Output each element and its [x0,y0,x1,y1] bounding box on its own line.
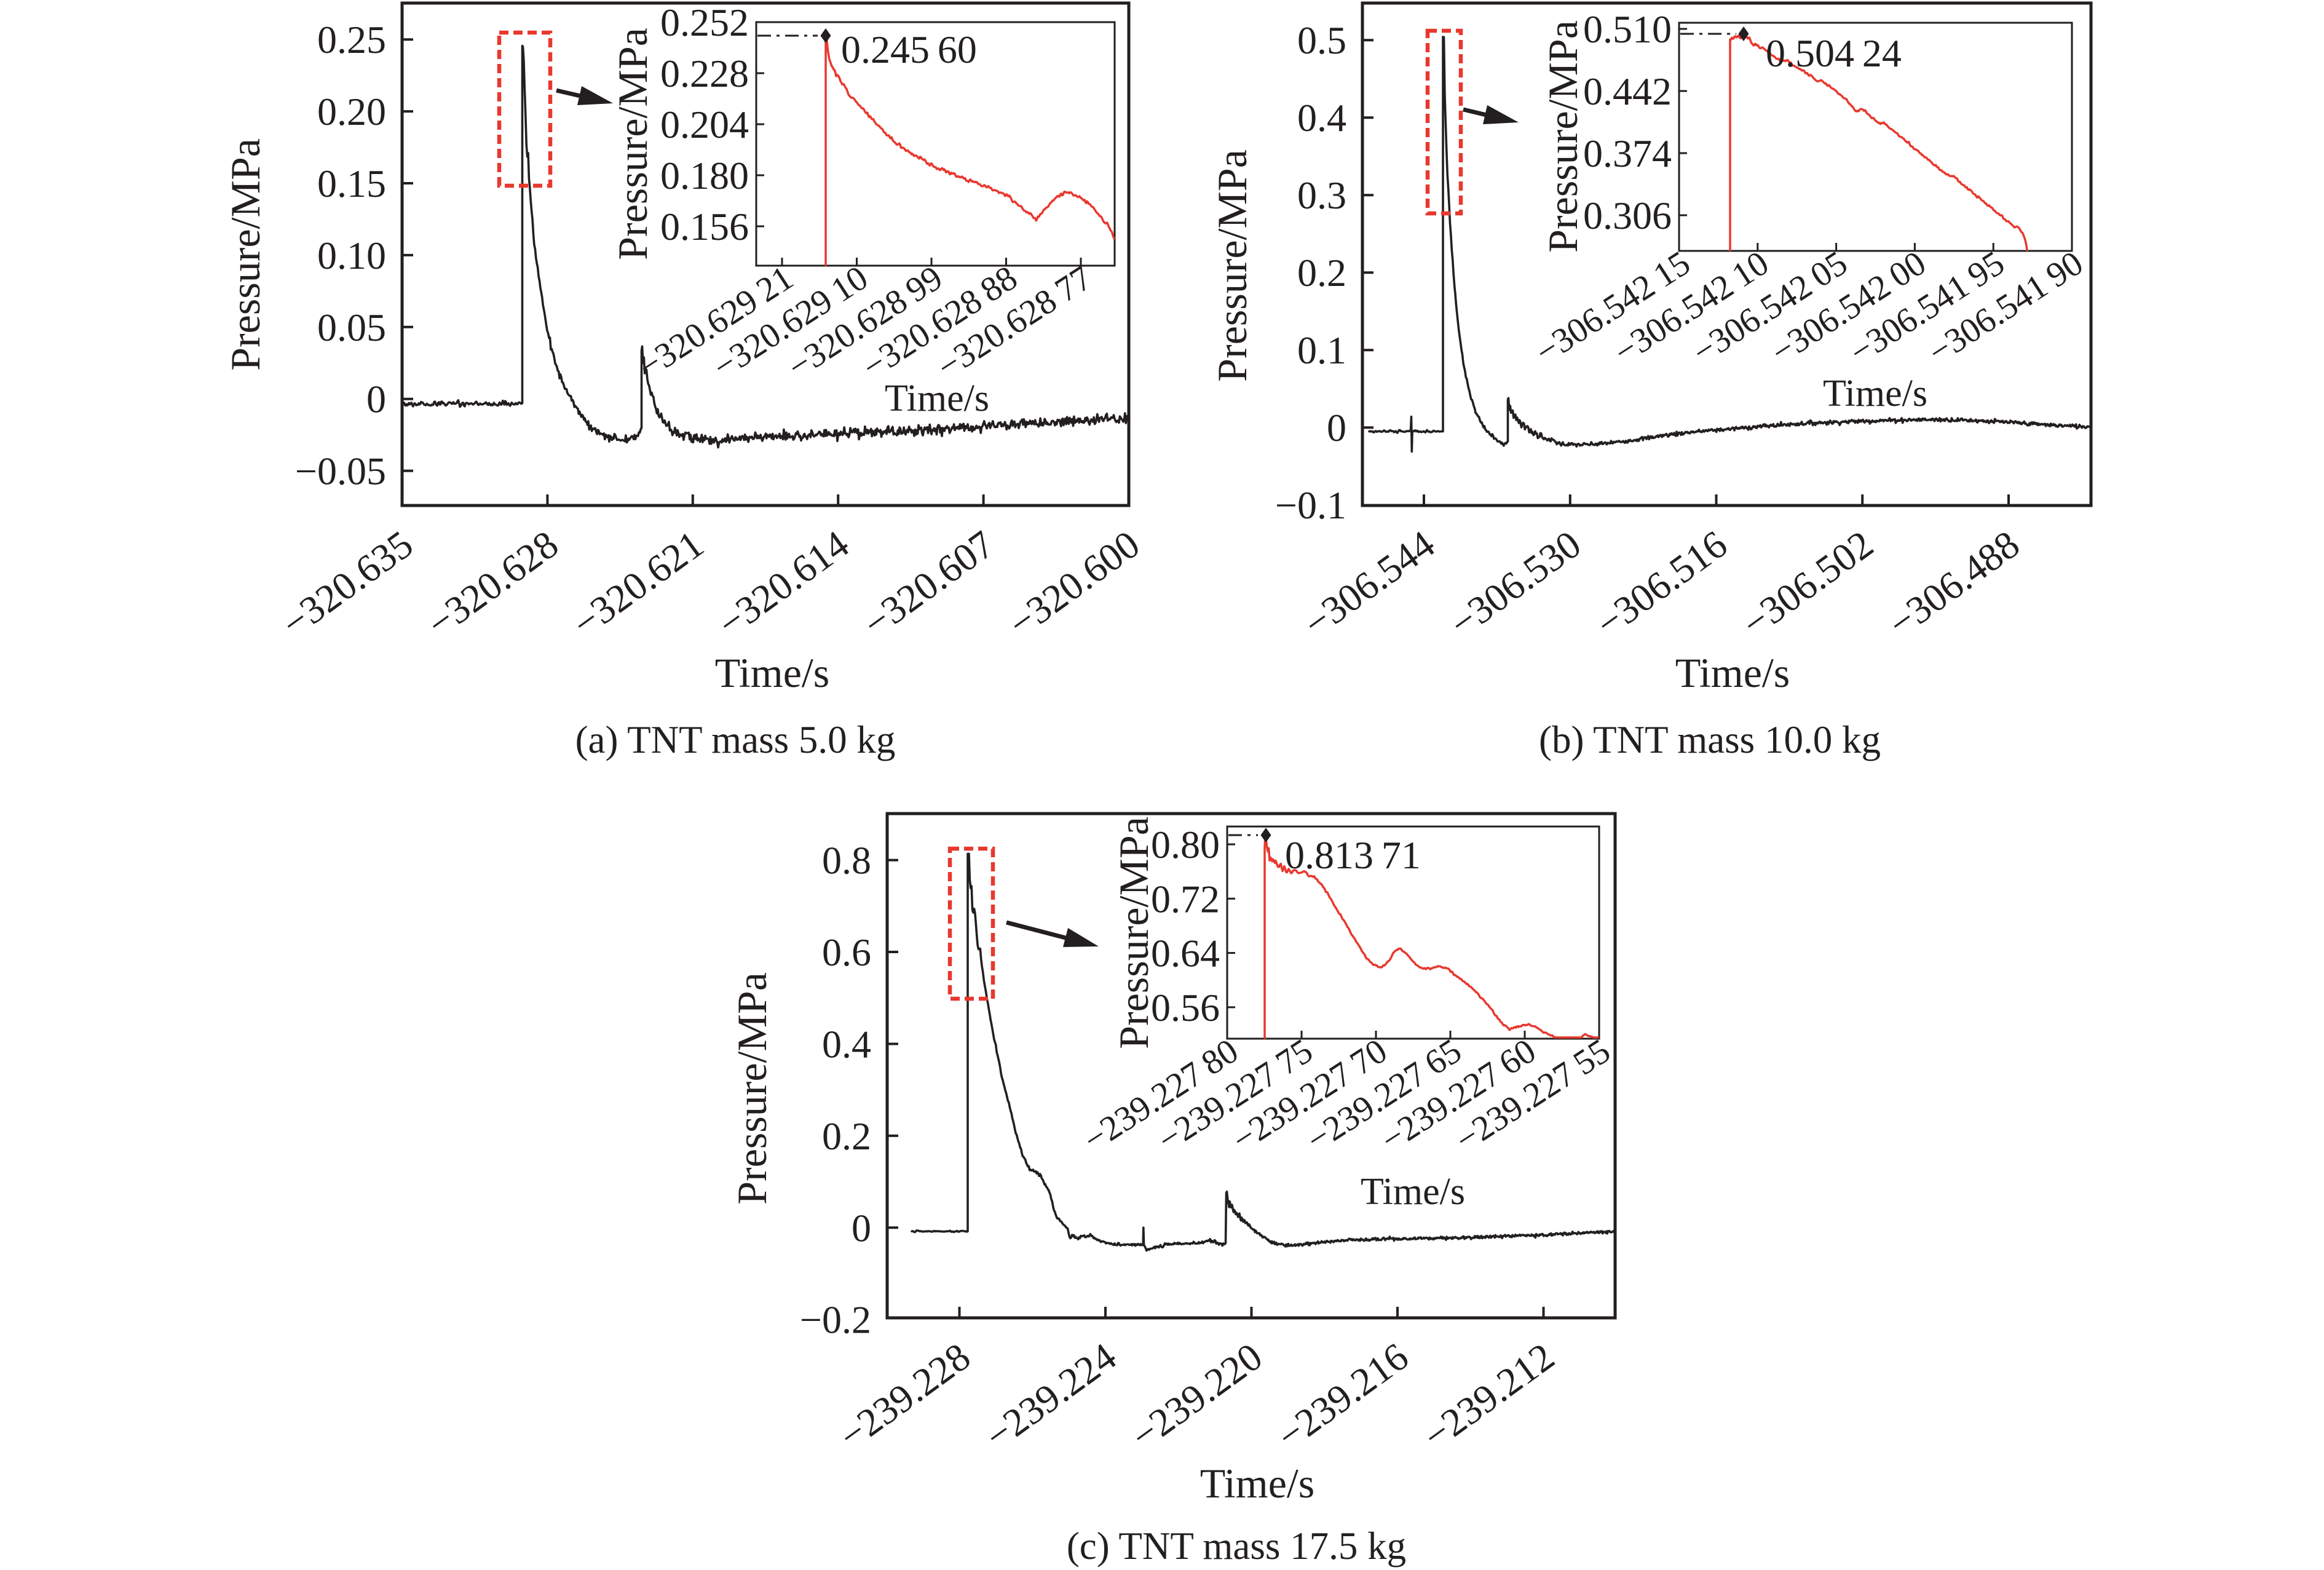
svg-text:0.25: 0.25 [317,18,386,61]
svg-text:Pressure/MPa: Pressure/MPa [729,972,775,1205]
svg-text:0.228: 0.228 [660,52,749,95]
svg-text:0: 0 [1327,406,1346,450]
svg-text:Pressure/MPa: Pressure/MPa [1539,20,1586,253]
svg-text:0.64: 0.64 [1151,932,1220,975]
svg-text:0.374: 0.374 [1583,132,1672,175]
svg-text:0.180: 0.180 [660,154,749,197]
svg-text:0.05: 0.05 [317,306,386,349]
svg-text:Time/s: Time/s [1823,373,1927,414]
svg-text:Time/s: Time/s [1675,649,1790,696]
svg-text:0.4: 0.4 [822,1023,871,1066]
svg-text:0: 0 [852,1206,871,1250]
svg-text:(b) TNT mass 10.0 kg: (b) TNT mass 10.0 kg [1539,718,1881,761]
svg-text:Pressure/MPa: Pressure/MPa [1209,149,1255,382]
svg-text:0.306: 0.306 [1583,194,1672,237]
svg-text:Pressure/MPa: Pressure/MPa [1110,817,1157,1049]
svg-text:0.252: 0.252 [660,1,749,44]
svg-text:Pressure/MPa: Pressure/MPa [222,138,269,371]
svg-text:Pressure/MPa: Pressure/MPa [609,28,656,260]
svg-text:0.204: 0.204 [660,103,749,146]
svg-text:(c) TNT mass 17.5 kg: (c) TNT mass 17.5 kg [1067,1524,1406,1568]
svg-text:Time/s: Time/s [1361,1171,1465,1213]
svg-text:0.72: 0.72 [1151,877,1220,921]
svg-text:Time/s: Time/s [715,649,829,696]
svg-text:0.156: 0.156 [660,205,749,248]
svg-text:−0.05: −0.05 [295,450,386,493]
svg-text:0.8: 0.8 [822,839,871,882]
svg-text:0.813 71: 0.813 71 [1285,833,1421,877]
svg-text:0.2: 0.2 [822,1114,871,1158]
svg-text:0.15: 0.15 [317,162,386,205]
svg-text:−0.1: −0.1 [1275,483,1346,527]
svg-text:Time/s: Time/s [1200,1460,1314,1507]
svg-text:0.504 24: 0.504 24 [1766,31,1902,75]
svg-text:0.6: 0.6 [822,930,871,974]
svg-text:(a) TNT mass 5.0 kg: (a) TNT mass 5.0 kg [575,718,896,761]
svg-text:0.4: 0.4 [1297,96,1346,140]
svg-text:0.5: 0.5 [1297,18,1346,62]
svg-text:0.2: 0.2 [1297,251,1346,295]
svg-text:Time/s: Time/s [885,378,989,419]
svg-text:0.510: 0.510 [1583,7,1672,51]
svg-text:0.3: 0.3 [1297,173,1346,217]
svg-text:0.442: 0.442 [1583,69,1672,113]
svg-text:0.245 60: 0.245 60 [841,28,977,71]
svg-text:0.56: 0.56 [1151,986,1220,1029]
svg-text:0.20: 0.20 [317,90,386,133]
svg-text:0.80: 0.80 [1151,823,1220,866]
svg-text:−0.2: −0.2 [800,1298,871,1342]
svg-text:0: 0 [366,378,386,421]
svg-text:0.1: 0.1 [1297,328,1346,372]
svg-text:0.10: 0.10 [317,234,386,277]
